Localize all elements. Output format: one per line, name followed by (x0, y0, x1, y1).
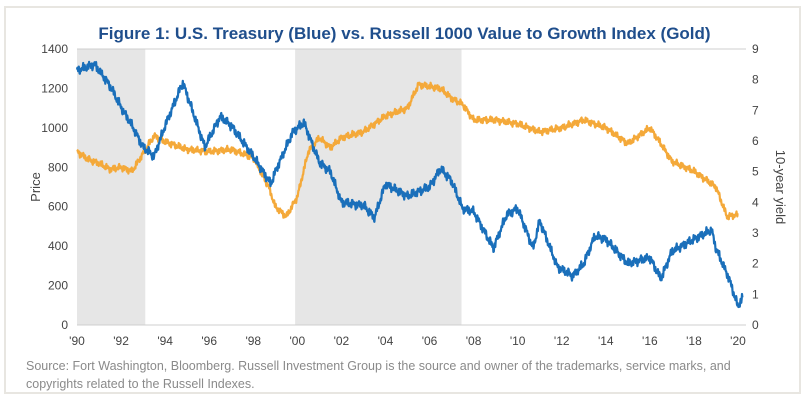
x-tick-label: '20 (730, 334, 746, 348)
y2-tick-label: 6 (752, 134, 759, 148)
series-line-0 (76, 81, 739, 221)
y-tick-label: 200 (48, 279, 68, 293)
y2-axis-label: 10-year yield (773, 150, 788, 224)
y2-tick-label: 2 (752, 257, 759, 271)
x-tick-label: '00 (290, 334, 306, 348)
y-tick-label: 0 (61, 318, 68, 332)
y2-tick-label: 0 (752, 318, 759, 332)
y-axis-label: Price (28, 172, 43, 202)
y2-tick-label: 4 (752, 195, 759, 209)
y-tick-label: 1000 (41, 121, 68, 135)
y2-tick-label: 5 (752, 165, 759, 179)
shaded-period-1 (295, 49, 462, 325)
y-tick-label: 400 (48, 239, 68, 253)
y-tick-label: 1200 (41, 81, 68, 95)
y2-tick-label: 8 (752, 73, 759, 87)
x-tick-label: '96 (201, 334, 217, 348)
shaded-period-0 (77, 49, 146, 325)
x-tick-label: '94 (157, 334, 173, 348)
x-tick-label: '92 (113, 334, 129, 348)
x-tick-label: '04 (378, 334, 394, 348)
x-tick-label: '08 (466, 334, 482, 348)
x-tick-label: '98 (245, 334, 261, 348)
x-tick-label: '06 (422, 334, 438, 348)
y2-tick-label: 3 (752, 226, 759, 240)
x-tick-label: '12 (554, 334, 570, 348)
x-tick-label: '02 (334, 334, 350, 348)
y-tick-label: 800 (48, 160, 68, 174)
y2-tick-label: 7 (752, 103, 759, 117)
y2-tick-label: 9 (752, 42, 759, 56)
series-line-1 (75, 60, 744, 309)
x-tick-label: '10 (510, 334, 526, 348)
y2-tick-label: 1 (752, 287, 759, 301)
x-tick-label: '16 (642, 334, 658, 348)
source-note: Source: Fort Washington, Bloomberg. Russ… (26, 359, 731, 391)
chart-title: Figure 1: U.S. Treasury (Blue) vs. Russe… (98, 24, 711, 43)
x-tick-label: '18 (686, 334, 702, 348)
y-tick-label: 1400 (41, 42, 68, 56)
x-tick-label: '90 (69, 334, 85, 348)
x-tick-label: '14 (598, 334, 614, 348)
y-tick-label: 600 (48, 200, 68, 214)
